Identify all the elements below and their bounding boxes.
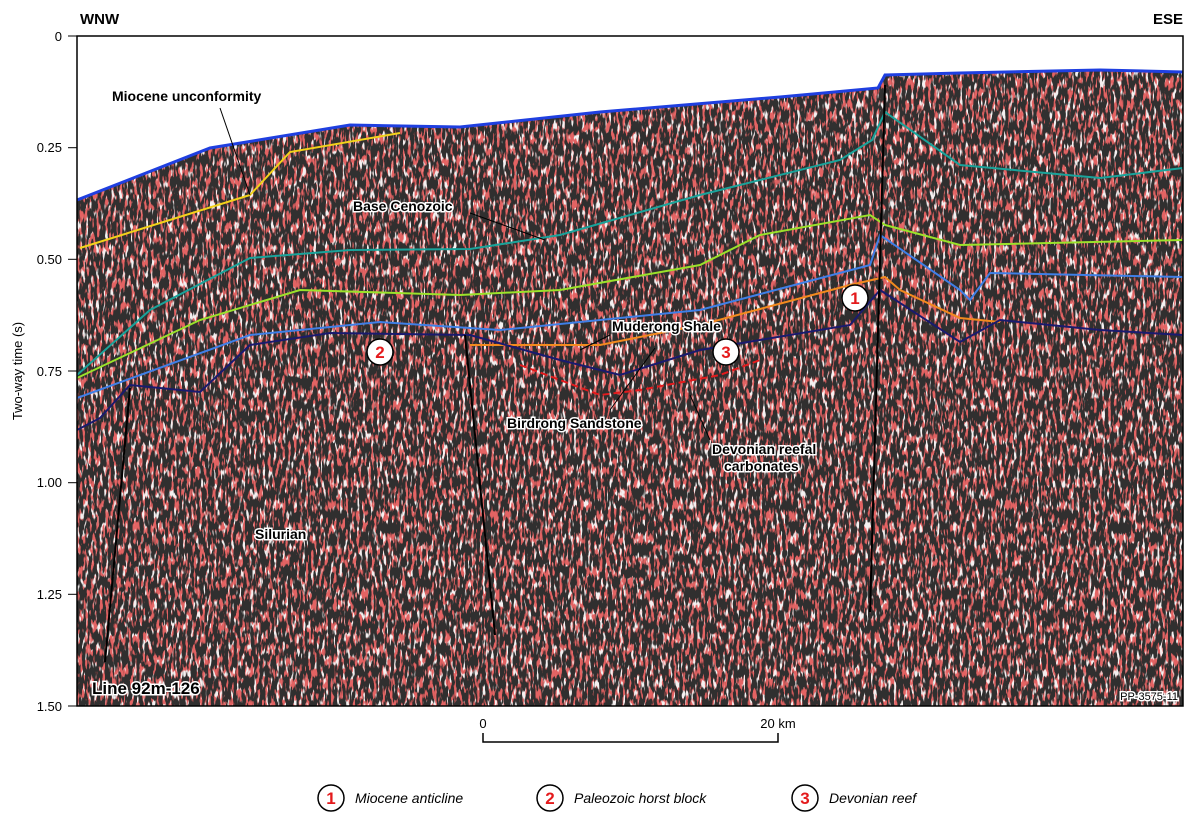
y-tick: 0.75 [37, 364, 62, 379]
fault-line [464, 334, 496, 636]
leader-line [689, 394, 711, 441]
label-silurian: Silurian [255, 526, 306, 542]
y-tick: 0 [55, 29, 62, 44]
svg-text:20 km: 20 km [760, 716, 795, 731]
scale-bar: 0 20 km [479, 716, 796, 743]
muderong-shale-horizon [76, 233, 1184, 399]
green-horizon [76, 213, 1184, 379]
fault-line [104, 387, 131, 663]
svg-text:3: 3 [721, 343, 730, 362]
legend: 1 Miocene anticline 2 Paleozoic horst bl… [317, 784, 918, 812]
fault-line [869, 84, 886, 613]
svg-text:1: 1 [326, 789, 335, 808]
label-carbonates: carbonates [724, 458, 799, 474]
y-tick: 0.50 [37, 252, 62, 267]
legend-item: 3 Devonian reef [791, 784, 918, 812]
svg-text:2: 2 [375, 343, 384, 362]
svg-text:2: 2 [545, 789, 554, 808]
miocene-unconformity-horizon [79, 132, 401, 249]
marker-1: 1 [841, 284, 869, 312]
label-line-id: Line 92m-126 [92, 679, 200, 698]
devonian-reef-horizon [519, 359, 761, 397]
svg-text:1: 1 [850, 289, 859, 308]
svg-text:Miocene anticline: Miocene anticline [355, 790, 463, 806]
leader-line [609, 347, 656, 411]
y-axis: 0 0.25 0.50 0.75 1.00 1.25 1.50 Two-way … [10, 29, 77, 714]
figure-id: PP-3575-11 [1120, 691, 1178, 703]
y-tick: 0.25 [37, 140, 62, 155]
direction-right: ESE [1153, 11, 1183, 28]
svg-text:0: 0 [479, 716, 486, 731]
leader-line [219, 107, 251, 196]
label-birdrong-sandstone: Birdrong Sandstone [507, 415, 642, 431]
label-devonian-reefal: Devonian reefal [712, 441, 816, 457]
leader-line [469, 212, 546, 241]
svg-text:Devonian reef: Devonian reef [829, 790, 918, 806]
seafloor-horizon [76, 68, 1184, 202]
label-miocene-unconformity: Miocene unconformity [112, 88, 262, 104]
label-base-cenozoic: Base Cenozoic [353, 198, 453, 214]
birdrong-horizon [470, 275, 1001, 346]
y-axis-label: Two-way time (s) [10, 322, 25, 420]
seismic-data [77, 70, 1183, 706]
y-tick: 1.50 [37, 699, 62, 714]
marker-2: 2 [366, 338, 394, 366]
y-tick: 1.00 [37, 475, 62, 490]
marker-3: 3 [712, 338, 740, 366]
svg-text:3: 3 [800, 789, 809, 808]
svg-text:Paleozoic horst block: Paleozoic horst block [574, 790, 707, 806]
paleozoic-top-horizon [76, 288, 1184, 431]
legend-item: 1 Miocene anticline [317, 784, 463, 812]
base-cenozoic-horizon [76, 110, 1184, 376]
direction-left: WNW [80, 11, 120, 28]
legend-item: 2 Paleozoic horst block [536, 784, 707, 812]
label-muderong-shale: Muderong Shale [612, 318, 721, 334]
y-tick: 1.25 [37, 587, 62, 602]
leader-line [579, 334, 611, 351]
